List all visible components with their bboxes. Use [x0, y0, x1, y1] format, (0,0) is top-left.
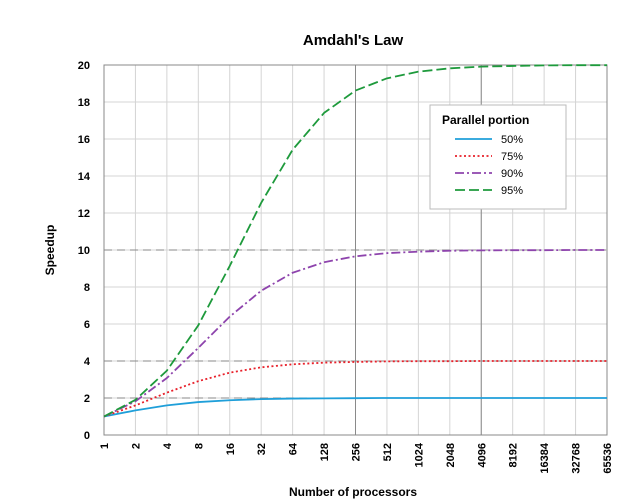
legend-title: Parallel portion — [442, 113, 529, 127]
x-tick-label: 256 — [351, 443, 363, 461]
y-tick-label: 12 — [78, 208, 90, 220]
x-tick-labels: 1 2 4 8 16 32 64 128 256 512 1024 2048 4096 8192 16384… — [99, 442, 614, 473]
x-tick-label: 8 — [193, 443, 205, 449]
y-tick-label: 2 — [84, 393, 90, 405]
legend-label: 90% — [501, 168, 523, 180]
x-tick-label: 2048 — [445, 443, 457, 467]
y-tick-label: 6 — [84, 319, 90, 331]
series-group — [103, 64, 607, 418]
series-line-50pct — [103, 397, 607, 418]
legend-label: 95% — [501, 185, 523, 197]
x-tick-label: 1024 — [413, 442, 425, 467]
legend-label: 75% — [501, 151, 523, 163]
x-tick-label: 2 — [130, 443, 142, 449]
y-tick-label: 14 — [78, 171, 91, 183]
x-tick-label: 32768 — [571, 443, 583, 474]
plot-area-border — [103, 64, 608, 436]
y-axis-label: Speedup — [43, 225, 57, 276]
x-tick-label: 64 — [288, 442, 300, 455]
y-tick-label: 18 — [78, 97, 90, 109]
y-tick-label: 4 — [84, 356, 91, 368]
chart-title: Amdahl's Law — [303, 32, 404, 49]
y-tick-label: 8 — [84, 282, 90, 294]
y-tick-label: 0 — [84, 430, 90, 442]
x-tick-label: 4096 — [476, 443, 488, 467]
series-line-90pct — [103, 249, 607, 418]
legend-label: 50% — [501, 134, 523, 146]
y-tick-label: 16 — [78, 134, 90, 146]
y-tick-label: 20 — [78, 60, 90, 72]
series-line-95pct — [103, 64, 607, 418]
x-tick-label: 1 — [99, 443, 111, 449]
x-tick-label: 16384 — [539, 442, 551, 473]
legend-items: 50% 75% 90% 95% — [455, 134, 523, 197]
x-axis-label: Number of processors — [289, 485, 417, 499]
legend-box — [429, 104, 567, 210]
y-tick-label: 10 — [78, 245, 90, 257]
x-tick-label: 65536 — [602, 443, 614, 474]
x-tick-label: 16 — [225, 443, 237, 455]
y-tick-labels: 0 2 4 6 8 10 12 14 16 18 20 — [78, 60, 91, 442]
x-tick-label: 32 — [256, 443, 268, 455]
x-tick-label: 128 — [319, 443, 331, 461]
x-tick-label: 4 — [162, 442, 174, 449]
x-tick-label: 512 — [382, 443, 394, 461]
x-tick-label: 8192 — [508, 443, 520, 467]
legend: Parallel portion 50% 75% 90% 95% — [429, 104, 567, 210]
